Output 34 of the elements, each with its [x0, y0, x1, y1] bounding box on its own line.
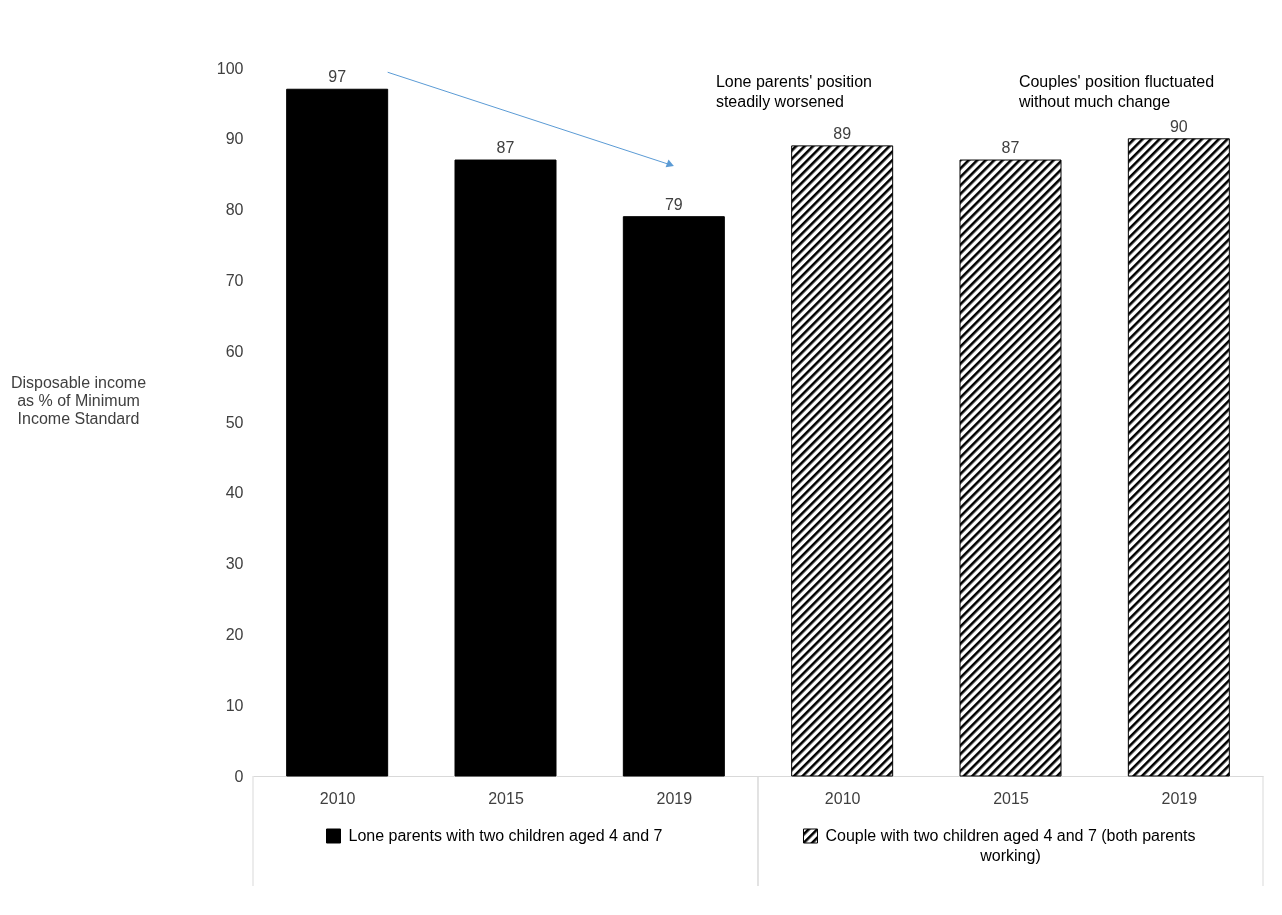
y-tick-label: 40 [225, 484, 244, 502]
data-label: 97 [328, 68, 347, 86]
x-tick-label: 2019 [656, 789, 693, 807]
y-tick-label: 30 [225, 555, 244, 573]
y-tick-label: 20 [225, 625, 244, 643]
data-label: 87 [496, 139, 515, 157]
bar [286, 88, 389, 777]
data-label: 79 [664, 195, 683, 213]
y-tick-label: 100 [216, 59, 244, 77]
x-tick-label: 2010 [824, 789, 861, 807]
data-label: 90 [1169, 117, 1188, 135]
legend-label: Lone parents with two children aged 4 and 7 [348, 827, 663, 844]
x-tick-label: 2015 [993, 789, 1029, 807]
x-tick-label: 2015 [488, 789, 524, 807]
y-tick-label: 70 [225, 271, 244, 289]
y-tick-label: 60 [225, 342, 244, 360]
bar [1127, 138, 1230, 777]
y-tick-label: 80 [225, 201, 244, 219]
annotation: Lone parents' position steadily worsened [715, 73, 872, 111]
bar [454, 159, 557, 777]
y-tick-label: 50 [225, 413, 244, 431]
y-tick-label: 10 [225, 696, 244, 714]
x-tick-label: 2010 [319, 789, 356, 807]
y-tick-label: 0 [234, 767, 244, 785]
y-axis-title: Disposable income as % of Minimum Income Standard [10, 373, 147, 427]
data-label: 87 [1001, 139, 1020, 157]
annotation: Couples' position fluctuated without much change [1017, 73, 1215, 111]
bar [791, 145, 894, 777]
y-tick-label: 90 [225, 130, 244, 148]
bar [622, 216, 725, 777]
bar [959, 159, 1062, 777]
data-label: 89 [833, 124, 852, 142]
legend-label: Couple with two children aged 4 and 7 (both parents working) [825, 827, 1196, 864]
x-tick-label: 2019 [1161, 789, 1198, 807]
